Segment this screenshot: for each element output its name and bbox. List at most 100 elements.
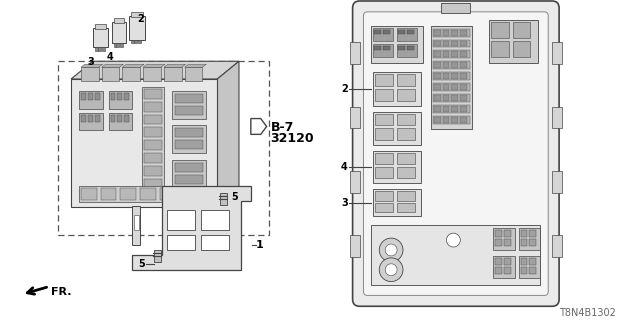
Bar — [144, 140, 162, 150]
Bar — [504, 258, 511, 265]
Bar — [460, 73, 467, 79]
Bar — [451, 62, 458, 68]
Bar — [371, 26, 423, 63]
Bar — [373, 72, 420, 106]
Circle shape — [380, 238, 403, 262]
Bar — [81, 188, 97, 200]
Circle shape — [447, 233, 460, 247]
Bar — [397, 203, 415, 212]
Bar — [451, 41, 458, 46]
Bar — [495, 230, 502, 237]
FancyBboxPatch shape — [353, 1, 559, 306]
Bar — [442, 116, 449, 123]
FancyBboxPatch shape — [364, 12, 548, 295]
Text: 4: 4 — [106, 52, 113, 62]
Bar — [529, 239, 536, 246]
Bar — [434, 84, 440, 90]
Bar — [111, 93, 115, 100]
Bar — [167, 235, 195, 250]
Bar — [383, 46, 390, 50]
Polygon shape — [164, 64, 186, 67]
Bar — [552, 107, 562, 128]
Bar — [460, 41, 467, 46]
Bar — [120, 44, 124, 47]
Bar — [398, 30, 405, 34]
Bar — [134, 39, 137, 44]
Bar — [442, 84, 449, 90]
Bar — [451, 106, 458, 112]
Bar — [374, 46, 381, 50]
Bar — [434, 41, 440, 46]
Bar — [434, 73, 440, 79]
Bar — [434, 106, 440, 112]
Bar — [451, 30, 458, 36]
Bar — [349, 107, 360, 128]
Text: 2: 2 — [341, 84, 348, 94]
Bar — [373, 189, 420, 216]
Bar — [451, 52, 458, 57]
Bar — [185, 67, 202, 81]
Bar — [520, 230, 527, 237]
Bar — [433, 72, 470, 80]
Bar — [144, 89, 162, 99]
Bar — [451, 116, 458, 123]
Bar — [160, 188, 176, 200]
Bar — [375, 167, 393, 178]
Polygon shape — [143, 64, 165, 67]
Bar — [175, 106, 204, 115]
Bar — [433, 116, 470, 124]
Bar — [373, 28, 393, 41]
Bar — [383, 30, 390, 34]
Bar — [202, 235, 229, 250]
Bar — [81, 115, 86, 122]
Bar — [442, 73, 449, 79]
Bar — [529, 258, 536, 265]
Bar — [175, 128, 204, 137]
Bar — [111, 115, 115, 122]
Bar — [375, 128, 393, 140]
Bar — [180, 188, 195, 200]
Bar — [95, 115, 100, 122]
Bar — [79, 91, 102, 109]
Bar — [460, 62, 467, 68]
Bar — [220, 193, 227, 204]
Bar — [489, 20, 538, 63]
Text: 5: 5 — [138, 259, 145, 269]
Bar — [520, 239, 527, 246]
Bar — [88, 115, 93, 122]
Circle shape — [385, 264, 397, 276]
Polygon shape — [71, 61, 239, 79]
Bar — [175, 175, 204, 184]
Polygon shape — [122, 64, 144, 67]
Bar — [442, 106, 449, 112]
Bar — [202, 211, 229, 230]
Bar — [81, 93, 86, 100]
Bar — [124, 93, 129, 100]
Bar — [460, 116, 467, 123]
Bar — [131, 39, 134, 44]
Bar — [102, 47, 104, 52]
Bar — [373, 151, 420, 183]
Bar — [529, 230, 536, 237]
Bar — [433, 94, 470, 102]
Text: 5: 5 — [231, 192, 238, 202]
Bar — [113, 44, 116, 47]
Bar — [504, 267, 511, 274]
Bar — [375, 114, 393, 125]
Bar — [520, 267, 527, 274]
Bar — [349, 43, 360, 64]
Bar — [144, 127, 162, 137]
Polygon shape — [132, 186, 251, 270]
Bar — [398, 46, 405, 50]
Bar — [144, 102, 162, 112]
Bar — [98, 47, 100, 52]
Bar — [397, 44, 417, 57]
Bar — [120, 188, 136, 200]
Bar — [397, 28, 417, 41]
Bar — [175, 163, 204, 172]
Bar — [79, 113, 102, 131]
Polygon shape — [217, 61, 239, 207]
Bar — [374, 30, 381, 34]
Bar — [460, 52, 467, 57]
Circle shape — [385, 244, 397, 256]
